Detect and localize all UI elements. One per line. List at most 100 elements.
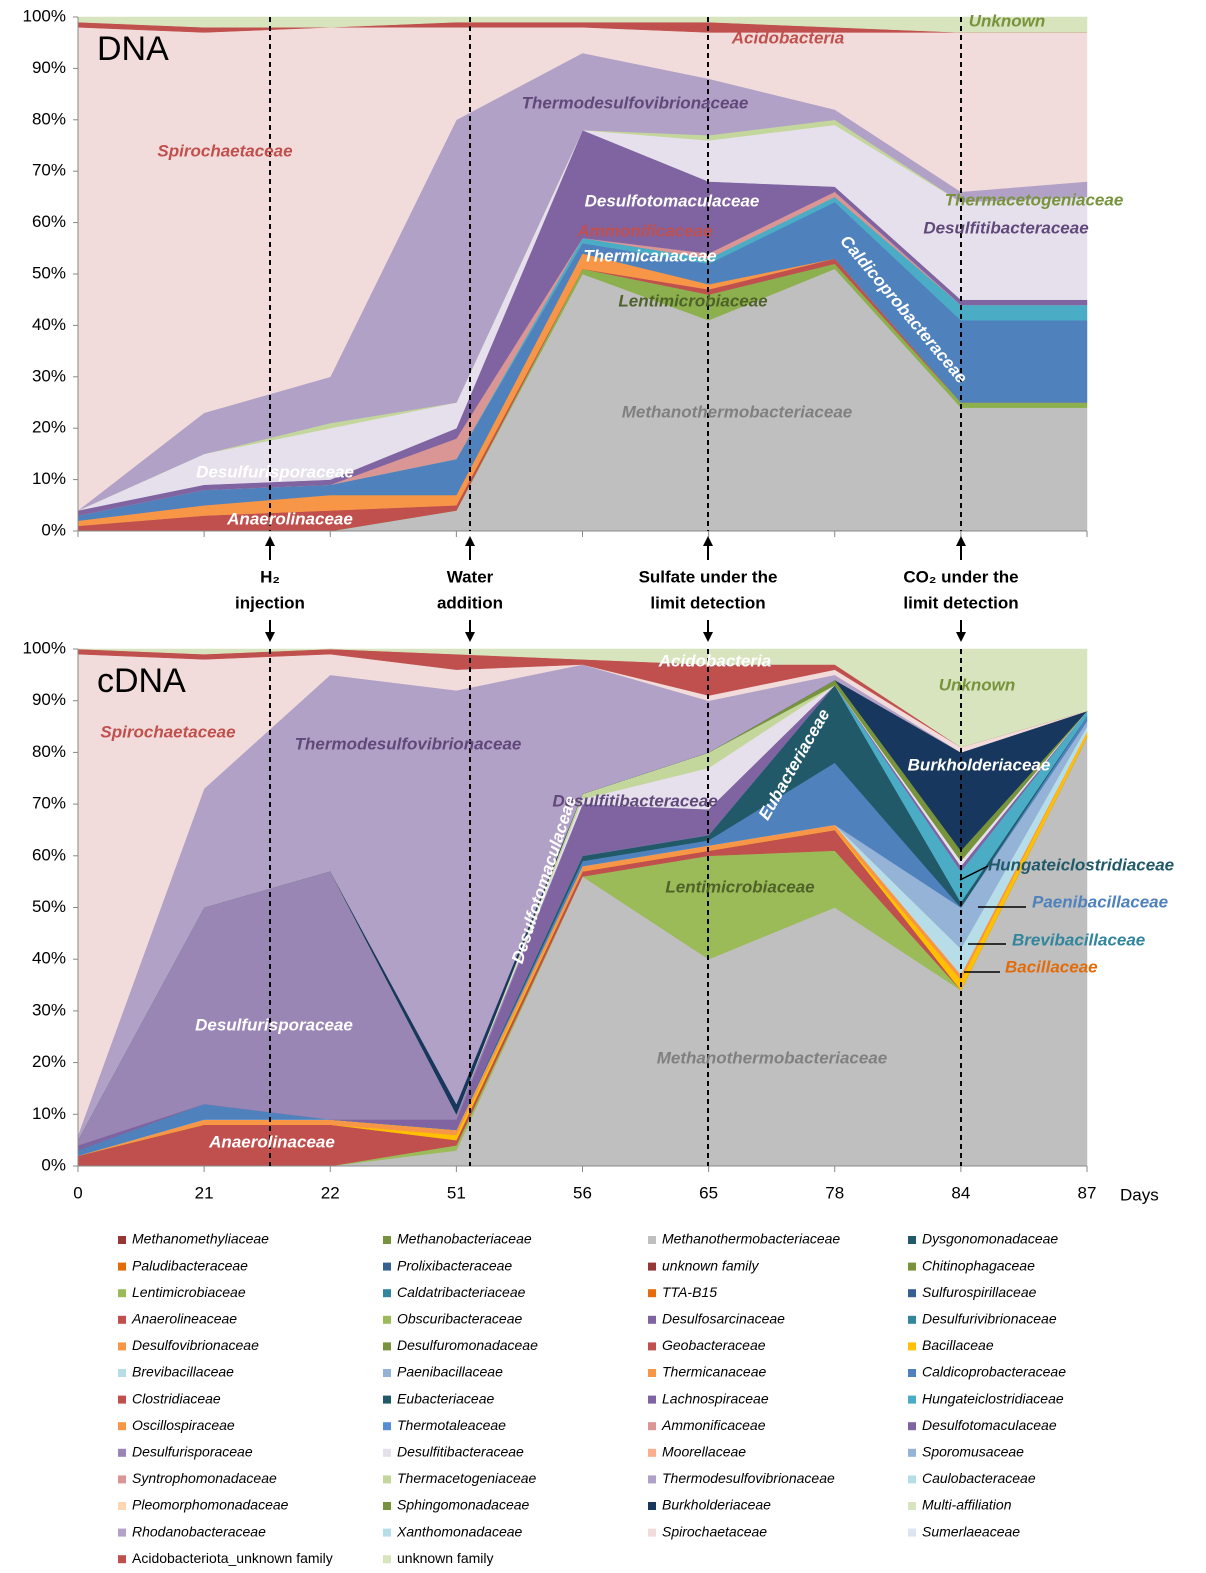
legend-swatch [118,1422,126,1431]
legend-swatch [648,1262,656,1271]
legend-label: Methanobacteriaceae [397,1231,532,1247]
x-tick-label: 21 [195,1183,214,1202]
y-tick-label: 80% [32,109,66,128]
legend-swatch [908,1262,916,1271]
x-axis-label: Days [1120,1185,1159,1204]
legend-label: Thermodesulfovibrionaceae [662,1470,835,1486]
legend-label: Anaerolineaceae [131,1311,237,1327]
legend-swatch [118,1475,126,1484]
legend-swatch [648,1448,656,1457]
legend-swatch [908,1422,916,1431]
legend-swatch [908,1448,916,1457]
legend-swatch [383,1289,391,1298]
legend-swatch [118,1262,126,1271]
y-tick-label: 40% [32,315,66,334]
arrow-head [465,536,475,546]
legend-swatch [118,1448,126,1457]
area [77,648,1088,748]
legend-label: Desulfurisporaceae [132,1444,253,1460]
plot [77,16,1088,532]
legend-swatch [383,1528,391,1537]
legend-label: Multi-affiliation [922,1497,1012,1513]
legend-swatch [908,1395,916,1404]
legend-label: Syntrophomonadaceae [132,1470,277,1486]
event-label: CO₂ under the [903,567,1018,586]
legend-swatch [383,1369,391,1377]
legend-swatch [383,1448,391,1457]
annotation: Lentimicrobiaceae [665,877,814,896]
legend-swatch [118,1528,126,1537]
y-tick-label: 30% [32,1000,66,1019]
leader-line [959,865,989,881]
y-tick-label: 80% [32,742,66,761]
y-tick-label: 60% [32,212,66,231]
legend-swatch [648,1528,656,1537]
legend-swatch [908,1236,916,1244]
legend-label: Spirochaetaceae [662,1523,767,1539]
y-tick-label: 30% [32,366,66,385]
legend-label: Lachnospiraceae [662,1390,769,1406]
y-tick-label: 40% [32,949,66,968]
legend-label: Burkholderiaceae [662,1497,771,1513]
legend-label: Methanothermobacteriaceae [662,1231,840,1247]
legend-swatch [383,1236,391,1244]
y-tick-label: 10% [32,1104,66,1123]
legend-swatch [648,1289,656,1298]
legend-label: Desulfitibacteraceae [397,1444,524,1460]
legend-label: Rhodanobacteraceae [132,1523,266,1539]
annotation: Spirochaetaceae [157,141,292,160]
x-tick-label: 51 [447,1183,466,1202]
annotation: Desulfitibacteraceae [923,218,1088,237]
legend-label: Sulfurospirillaceae [922,1284,1037,1300]
annotation: Methanothermobacteriaceae [657,1048,888,1067]
legend-swatch [118,1342,126,1351]
legend-swatch [383,1342,391,1351]
legend-label: Geobacteraceae [662,1337,766,1353]
legend-label: Caulobacteraceae [922,1470,1036,1486]
legend-label: Methanomethyliaceae [132,1231,269,1247]
annotation: Thermacetogeniaceae [945,190,1124,209]
legend-swatch [118,1502,126,1510]
legend-swatch [118,1289,126,1298]
arrow-head [465,632,475,642]
legend-label: Ammonificaceae [661,1417,766,1433]
legend-swatch [908,1369,916,1377]
y-tick-label: 60% [32,845,66,864]
legend-label: Paludibacteraceae [132,1257,248,1273]
y-tick-label: 50% [32,263,66,282]
annotation: Burkholderiaceae [908,755,1051,774]
x-tick-label: 78 [825,1183,844,1202]
legend-swatch [908,1289,916,1298]
y-tick-label: 70% [32,161,66,180]
annotation: Methanothermobacteriaceae [622,402,853,421]
legend-label: Thermacetogeniaceae [397,1470,537,1486]
annotation: Unknown [939,675,1016,694]
annotation: Hungateiclostridiaceae [988,855,1174,874]
event-label: Sulfate under the [639,567,778,586]
y-tick-label: 90% [32,58,66,77]
legend-swatch [908,1475,916,1484]
annotation: Bacillaceae [1005,957,1098,976]
legend-swatch [908,1502,916,1510]
legend-label: Brevibacillaceae [132,1364,234,1380]
legend-swatch [648,1236,656,1244]
annotation: Desulfotomaculaceae [585,191,760,210]
legend-label: TTA-B15 [662,1284,717,1300]
x-tick-label: 0 [73,1183,82,1202]
event-label: Water [447,567,494,586]
x-tick-label: 65 [699,1183,718,1202]
legend-swatch [383,1395,391,1404]
legend-label: Eubacteriaceae [397,1390,495,1406]
panel-label: DNA [97,30,169,68]
legend-swatch [118,1315,126,1324]
legend-label: Dysgonomonadaceae [922,1231,1058,1247]
legend-swatch [648,1475,656,1484]
legend-swatch [383,1315,391,1324]
legend-swatch [648,1422,656,1431]
legend-label: Moorellaceae [662,1444,746,1460]
legend-swatch [118,1236,126,1244]
legend-swatch [648,1502,656,1510]
legend-swatch [383,1502,391,1510]
y-tick-label: 0% [41,1155,66,1174]
